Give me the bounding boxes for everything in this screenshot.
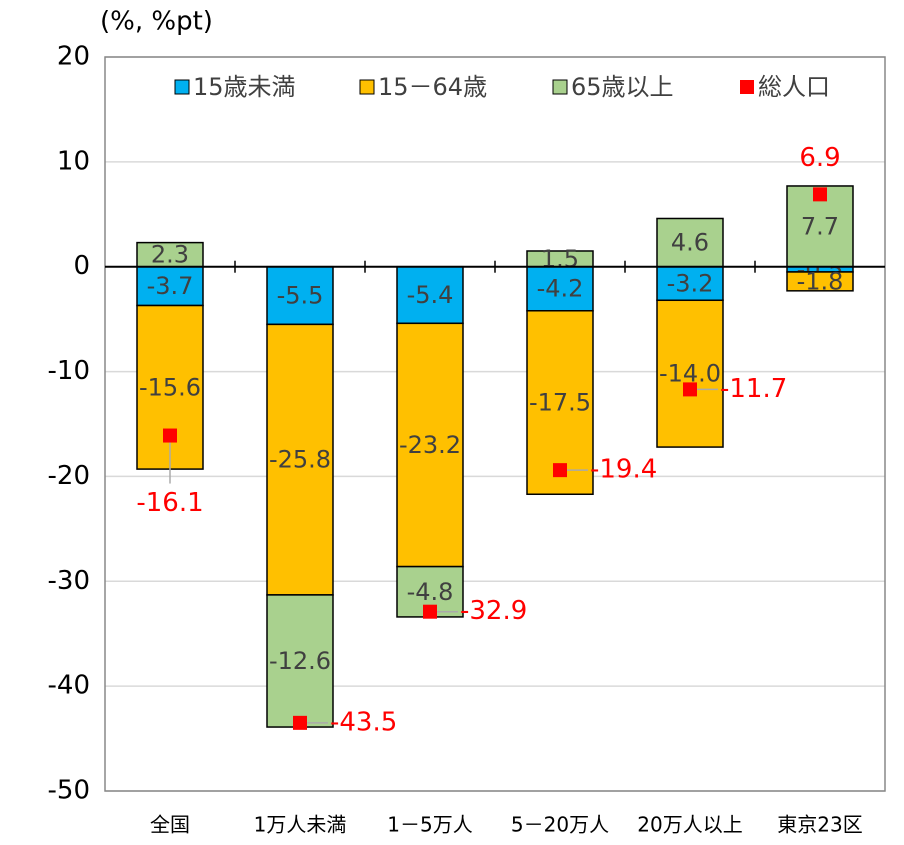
y-tick-label: 10 [57,146,90,176]
bar-segment [526,265,594,312]
bar-segment [656,299,724,448]
total-marker [293,715,307,730]
x-tick-label: 東京23区 [777,813,862,837]
y-tick-label: -50 [48,776,90,806]
legend-swatch [552,79,568,95]
data-label: 2.3 [151,241,189,269]
total-marker [683,382,697,397]
data-label: -5.4 [407,281,454,309]
total-label: -16.1 [136,488,203,518]
y-axis-label: (%, %pt) [100,7,213,37]
total-label: -32.9 [460,596,527,626]
legend-swatch [174,79,190,95]
legend-swatch [740,80,754,94]
x-tick-label: 5－20万人 [511,813,609,837]
bar-segment [786,271,854,292]
data-label: -23.2 [399,431,461,459]
x-tick-label: 1万人未満 [254,813,347,837]
bar-segment [266,594,334,728]
data-label: -4.2 [537,275,584,303]
legend-swatch [359,79,375,95]
data-label: -1.8 [797,267,844,295]
x-tick-label: 20万人以上 [637,813,742,837]
y-tick-label: -30 [48,566,90,596]
y-tick-label: -10 [48,356,90,386]
plot-border [104,56,886,792]
data-label: -4.8 [407,578,454,606]
data-label: -25.8 [269,446,331,474]
total-label: -43.5 [330,707,397,737]
data-label: -12.6 [269,647,331,675]
bar-segment [396,322,464,568]
x-tick-label: 1－5万人 [387,813,472,837]
x-tick-label: 全国 [150,813,190,837]
data-label: -15.6 [139,373,201,401]
data-label: -3.7 [147,272,194,300]
total-marker [423,604,437,619]
data-label: -17.5 [529,389,591,417]
data-label: 1.5 [541,245,579,273]
data-label: -3.2 [667,269,714,297]
legend-label: 総人口 [758,73,830,101]
total-label: -11.7 [720,374,787,404]
bar-segment [136,265,204,307]
bar-segment [656,265,724,302]
data-label: 4.6 [671,229,709,257]
bar-segment [136,241,204,268]
legend-label: 15－64歳 [378,73,487,101]
total-label: -19.4 [590,455,657,485]
total-marker [553,463,567,478]
total-marker [813,187,827,202]
total-marker [163,428,177,443]
legend-label: 65歳以上 [571,73,674,101]
legend-label: 15歳未満 [193,73,296,101]
y-tick-label: -40 [48,671,90,701]
bar-segment [266,323,334,596]
total-label: 6.9 [799,143,840,173]
y-tick-label: -20 [48,461,90,491]
data-label: 7.7 [801,212,839,240]
y-tick-label: 20 [57,42,90,72]
data-label: -5.5 [277,282,324,310]
y-tick-label: 0 [73,251,90,281]
